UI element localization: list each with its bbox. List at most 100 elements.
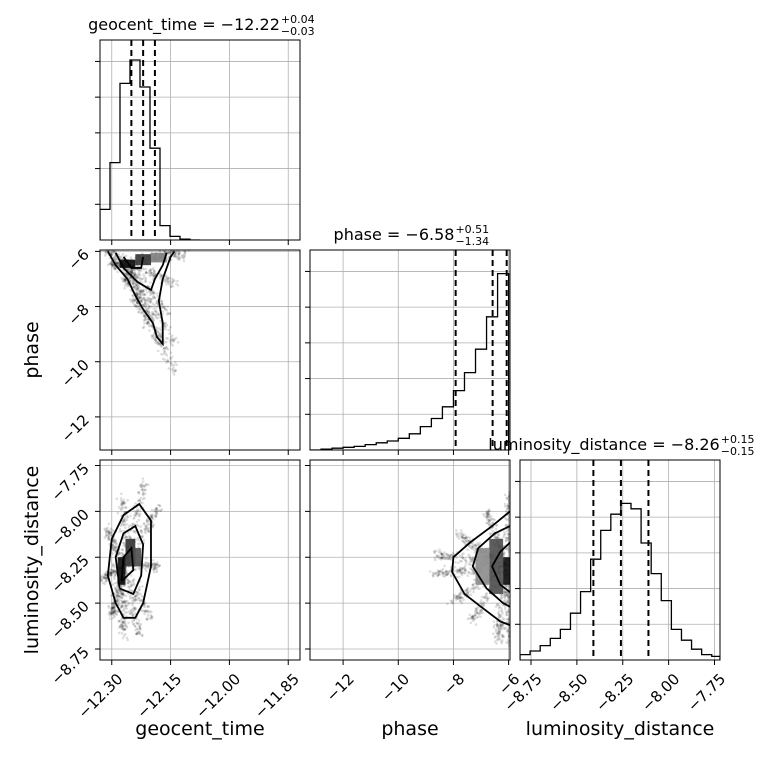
title-plus-phase: +0.51 <box>455 223 489 236</box>
scatter-point <box>164 325 167 329</box>
scatter-point <box>513 517 516 520</box>
scatter-point <box>130 269 134 272</box>
scatter-point <box>143 496 146 500</box>
scatter-point <box>457 594 461 597</box>
scatter-point <box>493 636 497 639</box>
scatter-point <box>183 246 186 249</box>
scatter-point <box>460 539 464 543</box>
scatter-point <box>152 318 155 321</box>
scatter-point <box>464 559 467 562</box>
scatter-point <box>168 283 171 286</box>
scatter-point <box>122 541 126 545</box>
scatter-point <box>132 285 136 289</box>
scatter-point <box>122 519 126 522</box>
scatter-point <box>119 497 123 500</box>
scatter-point <box>122 517 126 521</box>
scatter-point <box>178 257 181 261</box>
scatter-point <box>485 599 489 603</box>
density-cell-2-0 <box>503 557 510 585</box>
scatter-point <box>150 273 154 276</box>
scatter-point <box>506 547 509 551</box>
scatter-point <box>172 366 175 369</box>
scatter-point <box>476 611 479 615</box>
scatter-point <box>459 596 463 600</box>
scatter-point <box>503 516 507 520</box>
scatter-point <box>459 571 462 574</box>
scatter-point <box>485 597 488 601</box>
scatter-point <box>141 289 145 293</box>
scatter-point <box>479 599 483 602</box>
scatter-point <box>162 250 166 253</box>
scatter-point <box>497 632 500 636</box>
scatter-point <box>133 271 137 275</box>
scatter-point <box>100 577 103 581</box>
scatter-point <box>153 510 157 513</box>
scatter-point <box>125 506 128 510</box>
scatter-point <box>137 542 140 546</box>
scatter-point <box>506 598 509 601</box>
scatter-point <box>144 306 148 310</box>
scatter-point <box>507 497 510 501</box>
scatter-point <box>109 260 113 264</box>
scatter-point <box>476 615 480 619</box>
scatter-point <box>153 564 156 567</box>
scatter-point <box>507 620 510 624</box>
scatter-point <box>459 599 462 603</box>
scatter-point <box>126 498 129 502</box>
scatter-point <box>132 280 135 284</box>
scatter-point <box>135 520 139 524</box>
scatter-point <box>504 605 507 609</box>
scatter-point <box>138 276 142 280</box>
scatter-point <box>139 289 143 293</box>
scatter-point <box>122 537 126 540</box>
scatter-point <box>131 294 135 297</box>
scatter-point <box>131 301 135 305</box>
scatter-point <box>510 502 513 505</box>
scatter-point <box>505 617 509 621</box>
x-axis-label-luminosity_distance: luminosity_distance <box>526 718 715 740</box>
scatter-point <box>109 571 112 575</box>
scatter-point <box>171 338 174 342</box>
scatter-point <box>474 607 478 611</box>
x-tick-label-luminosity_distance-4: −7.75 <box>684 670 729 715</box>
panel-phase-vs-luminosity_distance: −12 −10 −8 −6 <box>305 459 523 705</box>
scatter-point <box>452 593 456 597</box>
scatter-point <box>130 271 134 275</box>
scatter-point <box>495 638 499 642</box>
scatter-point <box>102 243 105 246</box>
scatter-point <box>143 298 147 302</box>
scatter-point <box>140 290 144 294</box>
scatter-point <box>497 629 501 633</box>
scatter-point <box>145 526 149 530</box>
scatter-point <box>504 594 507 598</box>
scatter-point <box>141 488 144 491</box>
scatter-point <box>121 593 125 596</box>
scatter-point <box>510 525 513 528</box>
scatter-point <box>121 622 125 626</box>
scatter-point <box>132 618 136 622</box>
scatter-point <box>111 571 115 574</box>
scatter-point <box>114 594 118 597</box>
scatter-point <box>490 518 494 521</box>
scatter-point <box>183 254 186 258</box>
scatter-point <box>506 600 510 603</box>
scatter-point <box>109 568 113 571</box>
scatter-point <box>487 596 490 600</box>
scatter-point <box>457 534 461 538</box>
scatter-point <box>112 605 116 609</box>
scatter-point <box>104 573 107 577</box>
scatter-point <box>111 611 115 614</box>
scatter-point <box>143 561 147 565</box>
scatter-point <box>150 311 154 314</box>
scatter-point <box>132 299 136 303</box>
scatter-point <box>485 592 489 595</box>
scatter-point <box>114 548 117 552</box>
scatter-point <box>481 585 485 589</box>
scatter-point <box>104 534 108 538</box>
scatter-point <box>121 601 124 604</box>
scatter-point <box>154 507 158 511</box>
scatter-point <box>487 520 491 524</box>
scatter-point <box>121 609 124 613</box>
scatter-point <box>459 599 462 603</box>
scatter-point <box>511 615 514 618</box>
